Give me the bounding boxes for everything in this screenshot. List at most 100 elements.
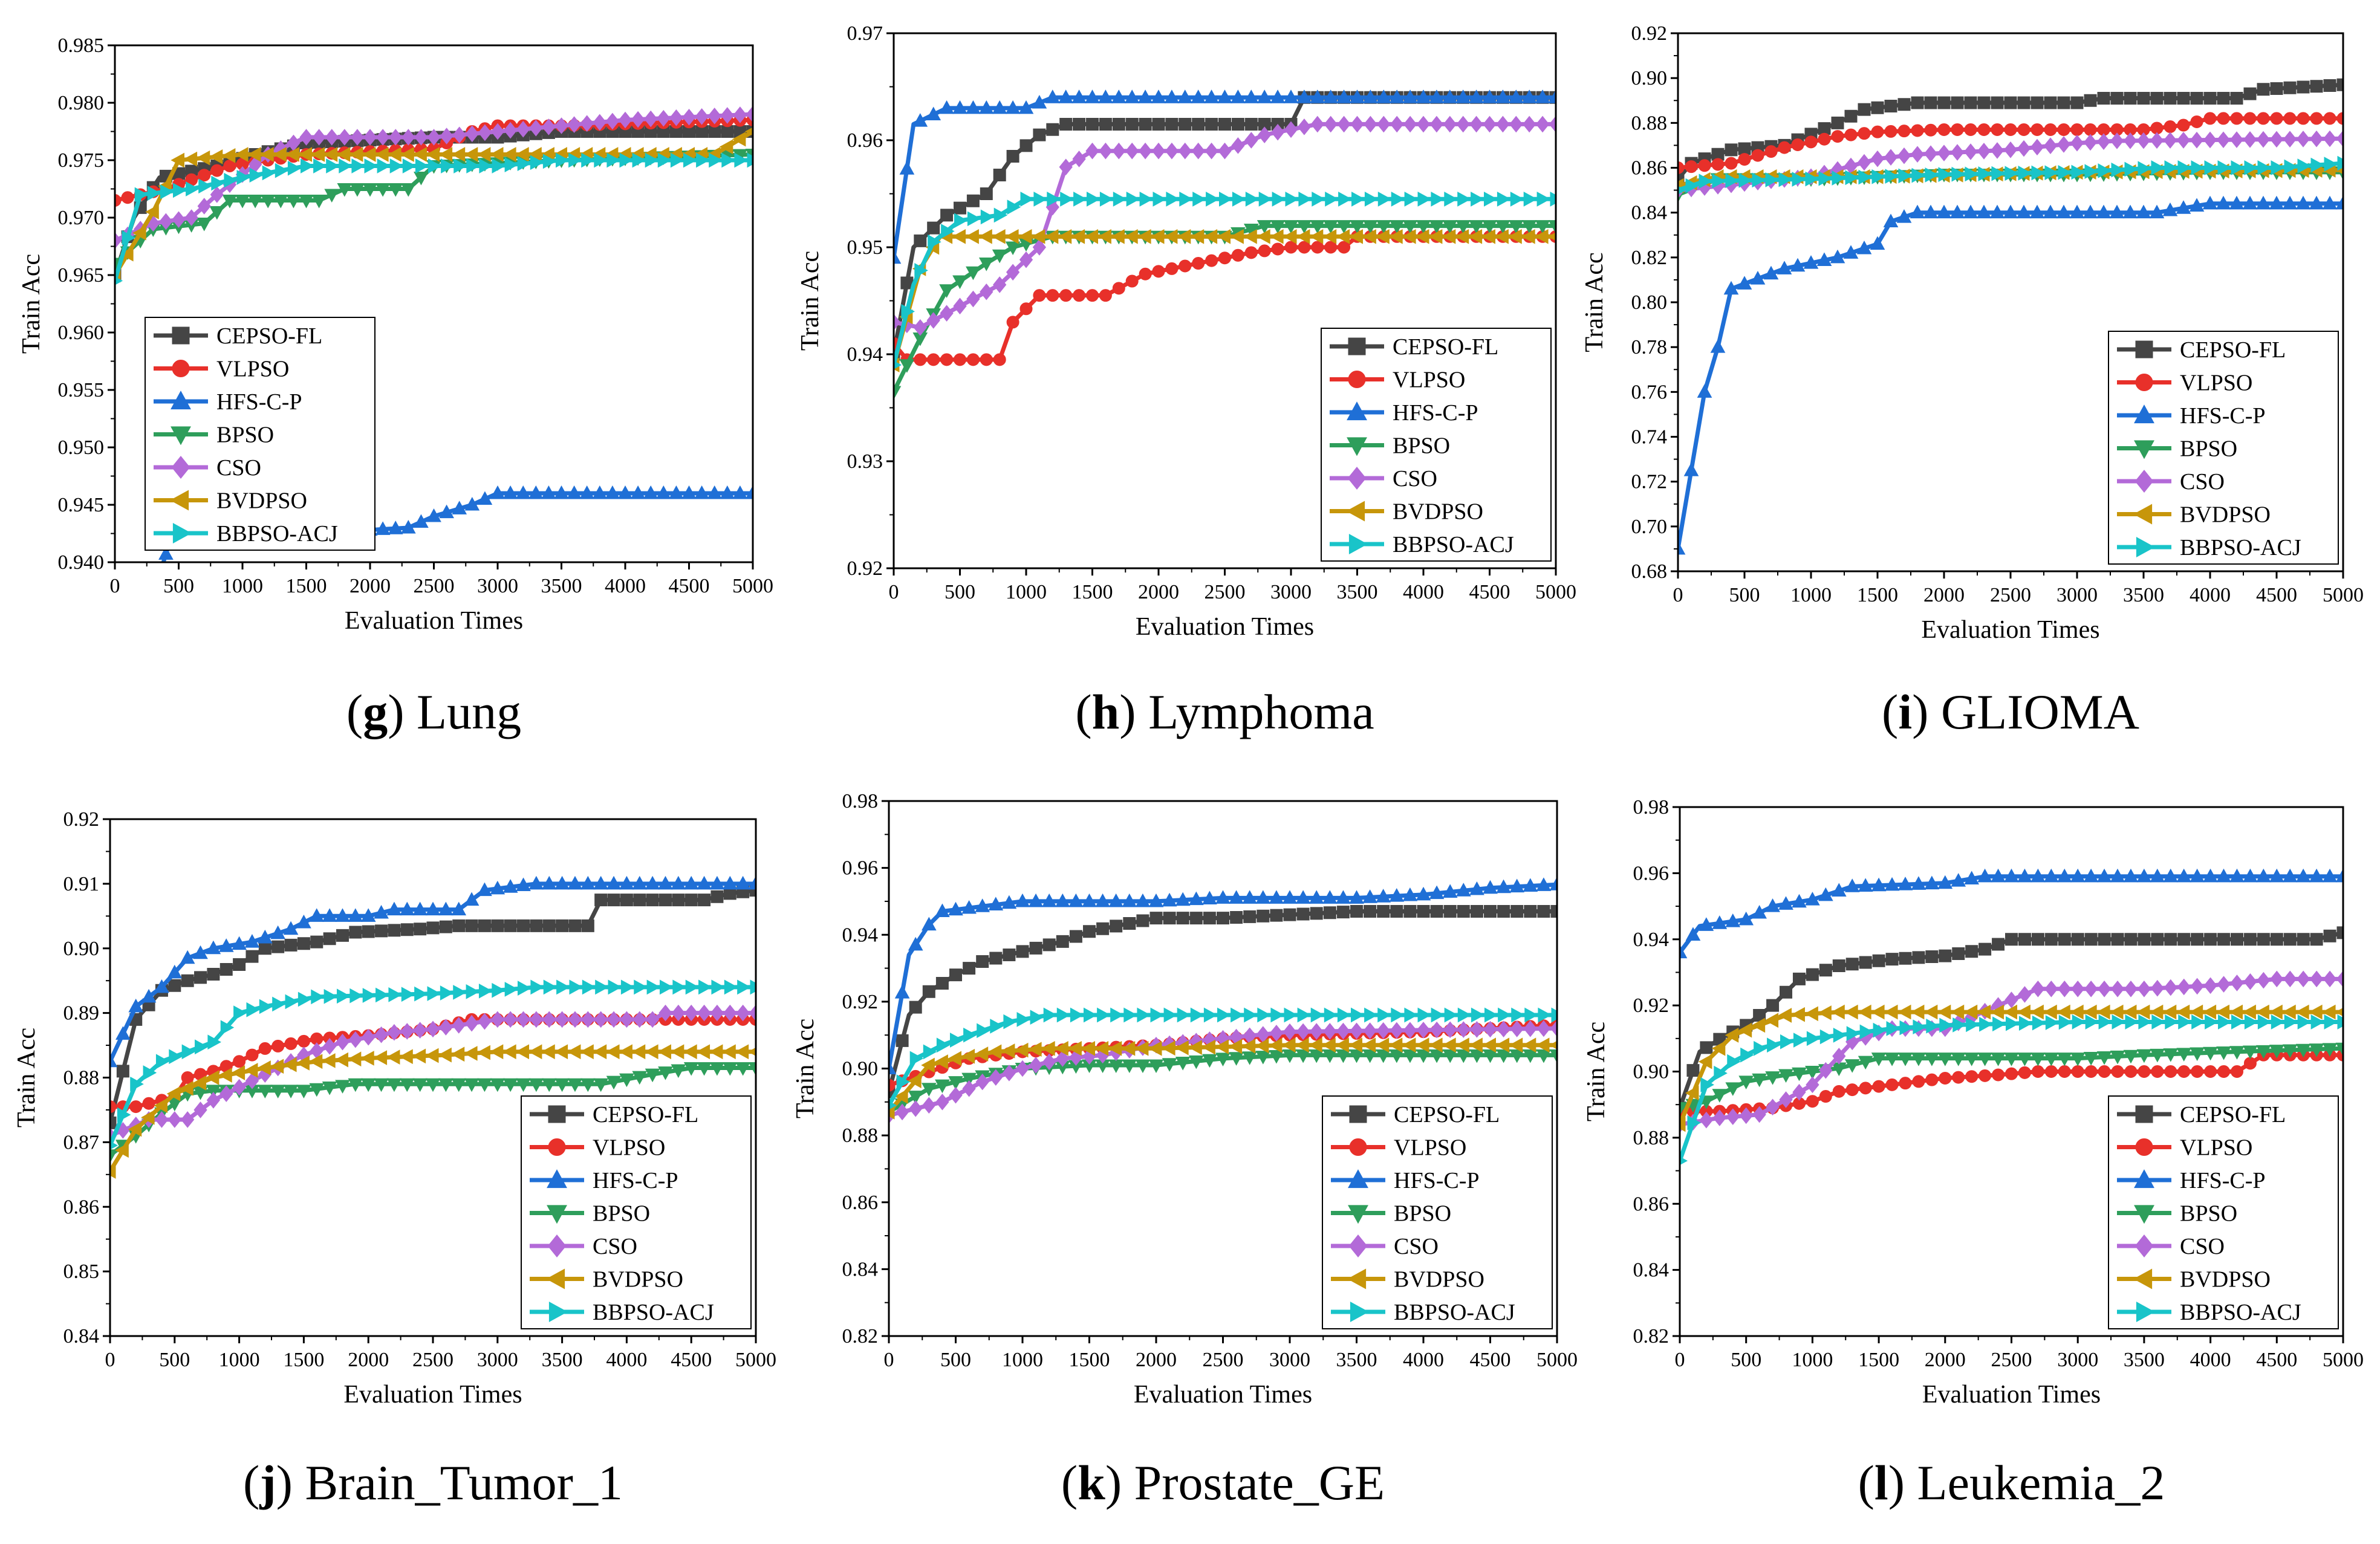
data-point-hfs-c-p (1685, 927, 1701, 941)
data-point-cepso-fl (658, 894, 672, 907)
data-point-hfs-c-p (1243, 89, 1259, 103)
data-point-cso (504, 1011, 518, 1028)
data-point-bbpso-acj (1699, 174, 1713, 189)
data-point-cepso-fl (1099, 117, 1112, 131)
data-point-hfs-c-p (939, 100, 954, 114)
x-tick-label: 5000 (1536, 1349, 1578, 1371)
data-point-bpso (1778, 1069, 1793, 1083)
data-point-bbpso-acj (1312, 192, 1325, 207)
data-point-bpso (1725, 1082, 1741, 1096)
data-point-bpso (1362, 1049, 1377, 1063)
data-point-cso (2283, 970, 2297, 988)
data-point-bbpso-acj (2151, 160, 2165, 175)
data-point-vlpso (1925, 1073, 1939, 1086)
data-point-bbpso-acj (186, 181, 200, 196)
data-point-bvdpso (683, 1044, 697, 1060)
data-point-cso (975, 1073, 989, 1091)
data-point-bbpso-acj (2244, 1014, 2258, 1030)
x-tick-label: 3500 (542, 1349, 583, 1371)
data-point-vlpso (1924, 123, 1937, 137)
data-point-vlpso (1099, 289, 1112, 302)
data-point-bbpso-acj (923, 1044, 937, 1060)
data-point-hfs-c-p (1469, 89, 1484, 103)
data-point-hfs-c-p (1175, 892, 1191, 906)
data-point-bvdpso (1188, 1040, 1202, 1055)
data-point-bbpso-acj (454, 158, 467, 174)
data-point-bvdpso (296, 1056, 310, 1071)
y-tick-label: 0.68 (1631, 560, 1668, 583)
data-point-cepso-fl (1257, 909, 1270, 923)
y-tick-label: 0.84 (1633, 1259, 1670, 1282)
data-point-vlpso (1911, 124, 1924, 137)
data-point-cepso-fl (2230, 92, 2243, 105)
x-tick-label: 4000 (606, 1349, 647, 1371)
data-point-hfs-c-p (2056, 204, 2072, 219)
data-point-hfs-c-p (1495, 89, 1510, 103)
data-point-hfs-c-p (683, 875, 699, 890)
data-point-cepso-fl (1083, 925, 1096, 938)
data-point-cepso-fl (323, 932, 336, 946)
y-tick-label: 0.90 (1631, 67, 1668, 89)
data-point-vlpso (2138, 1065, 2151, 1078)
data-point-cepso-fl (935, 976, 949, 990)
data-point-bpso (735, 1062, 750, 1076)
x-tick-label: 2500 (1990, 584, 2031, 606)
data-point-bpso (1135, 1059, 1151, 1074)
data-point-bvdpso (1388, 1037, 1403, 1053)
data-point-bbpso-acj (351, 158, 365, 174)
data-point-cepso-fl (1484, 905, 1497, 918)
data-point-bbpso-acj (389, 158, 404, 174)
data-point-bbpso-acj (696, 152, 710, 168)
data-point-bbpso-acj (1913, 1019, 1926, 1035)
data-point-bpso (2176, 1048, 2192, 1062)
data-point-cepso-fl (258, 942, 271, 955)
x-tick-label: 1000 (1792, 1349, 1833, 1371)
data-point-hfs-c-p (528, 485, 544, 499)
data-point-cso (1072, 151, 1086, 167)
data-point-hfs-c-p (1710, 339, 1726, 353)
data-point-cso (336, 1033, 350, 1051)
data-point-cso (542, 118, 556, 135)
x-tick-label: 500 (940, 1349, 971, 1371)
data-point-bvdpso (541, 1044, 555, 1060)
y-tick-label: 0.92 (63, 808, 100, 831)
data-point-hfs-c-p (1455, 883, 1471, 897)
legend-label: BVDPSO (1393, 499, 1483, 525)
data-point-bvdpso (1028, 1042, 1042, 1057)
data-point-cso (1296, 1023, 1310, 1040)
data-point-bbpso-acj (914, 263, 928, 278)
data-point-hfs-c-p (2082, 204, 2098, 219)
data-point-hfs-c-p (1028, 893, 1044, 907)
data-point-bbpso-acj (2271, 160, 2285, 175)
data-point-vlpso (914, 353, 927, 366)
x-tick-label: 500 (1729, 584, 1760, 606)
data-point-bbpso-acj (401, 987, 415, 1002)
data-point-hfs-c-p (1058, 89, 1074, 103)
data-point-cepso-fl (2283, 933, 2297, 946)
data-point-hfs-c-p (1257, 89, 1272, 103)
data-point-vlpso (1125, 274, 1139, 288)
data-point-bvdpso (894, 1089, 908, 1104)
data-point-bpso (1215, 1053, 1231, 1066)
data-point-bpso (1455, 1049, 1471, 1063)
data-point-bbpso-acj (1203, 1007, 1218, 1023)
data-point-hfs-c-p (1535, 89, 1550, 103)
data-point-bvdpso (282, 1057, 297, 1072)
data-point-vlpso (1831, 130, 1844, 143)
data-point-vlpso (1152, 265, 1165, 278)
data-point-cso (1870, 150, 1885, 167)
data-point-bpso (502, 1078, 518, 1092)
data-point-cso (1469, 115, 1483, 133)
y-tick-label: 0.985 (58, 34, 105, 57)
data-point-cepso-fl (1205, 117, 1218, 131)
data-point-cso (1766, 1098, 1780, 1116)
x-tick-label: 3000 (2056, 584, 2098, 606)
legend-marker-cepso-fl (2135, 340, 2153, 358)
legend-marker-bvdpso (2133, 504, 2153, 525)
data-point-cso (1779, 1091, 1793, 1108)
data-point-hfs-c-p (439, 504, 454, 519)
data-point-bpso (528, 1078, 544, 1092)
legend-label: BPSO (216, 423, 274, 448)
data-point-bvdpso (110, 1164, 116, 1179)
data-point-bbpso-acj (1364, 192, 1379, 207)
